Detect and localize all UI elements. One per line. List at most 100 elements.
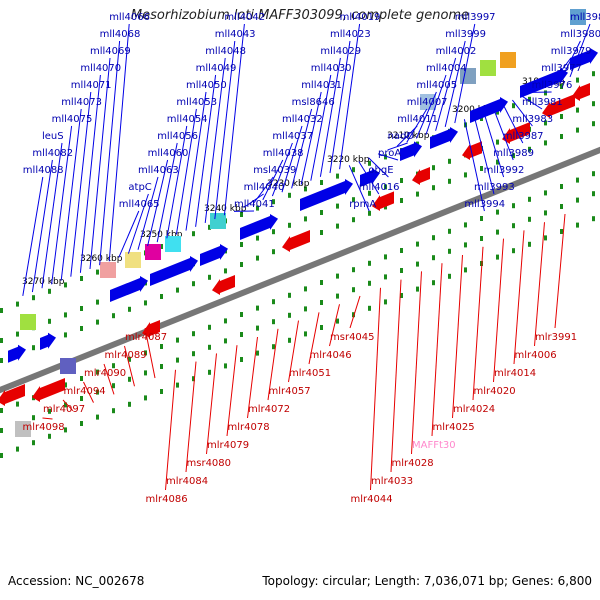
- gene-label[interactable]: mlr4078: [228, 422, 270, 433]
- forward-gene[interactable]: [360, 170, 372, 187]
- gene-label[interactable]: mll4041: [234, 199, 275, 210]
- gene-label[interactable]: mlr4094: [64, 386, 106, 397]
- feature-box[interactable]: [20, 314, 36, 330]
- gene-label[interactable]: mll4032: [282, 114, 323, 125]
- forward-gene[interactable]: [520, 70, 560, 98]
- gene-label[interactable]: mll4049: [196, 63, 237, 74]
- gene-label[interactable]: mlr4051: [289, 368, 331, 379]
- gene-label[interactable]: mll3983: [512, 114, 553, 125]
- reverse-gene[interactable]: [220, 275, 235, 293]
- gene-label[interactable]: mlr4006: [515, 350, 557, 361]
- gene-label[interactable]: mll4082: [32, 148, 73, 159]
- gene-label[interactable]: msr4080: [187, 458, 232, 469]
- gene-label[interactable]: mll4007: [407, 97, 448, 108]
- gene-label[interactable]: mll4065: [119, 199, 160, 210]
- reverse-gene[interactable]: [290, 230, 310, 250]
- gene-label[interactable]: mll4063: [138, 165, 179, 176]
- reverse-gene[interactable]: [580, 83, 590, 99]
- gene-label[interactable]: mll3999: [445, 29, 486, 40]
- gene-label[interactable]: mll4043: [215, 29, 256, 40]
- gene-label[interactable]: mll4050: [186, 80, 227, 91]
- reverse-gene[interactable]: [380, 191, 394, 209]
- gene-label[interactable]: mll4004: [426, 63, 467, 74]
- forward-gene[interactable]: [400, 143, 414, 161]
- gene-label[interactable]: mll4060: [148, 148, 189, 159]
- gene-label[interactable]: mll3987: [503, 131, 544, 142]
- feature-box[interactable]: [500, 52, 516, 68]
- gene-label[interactable]: mll3989: [493, 148, 534, 159]
- forward-gene[interactable]: [150, 258, 190, 286]
- gene-label[interactable]: mll3981: [522, 97, 563, 108]
- feature-box[interactable]: [420, 94, 436, 110]
- forward-gene[interactable]: [240, 216, 270, 240]
- gene-label[interactable]: mlr4025: [433, 422, 475, 433]
- gene-label[interactable]: mll4071: [71, 80, 112, 91]
- reverse-gene[interactable]: [550, 94, 575, 116]
- forward-gene[interactable]: [40, 334, 48, 350]
- gene-label[interactable]: mlr3991: [535, 332, 577, 343]
- gene-label[interactable]: msl8646: [292, 97, 335, 108]
- gene-label[interactable]: MAFFt30: [412, 440, 456, 451]
- gene-label[interactable]: mll3980: [560, 29, 600, 40]
- gene-label[interactable]: mll4042: [224, 12, 265, 23]
- feature-box[interactable]: [100, 262, 116, 278]
- gene-label[interactable]: mll4070: [80, 63, 121, 74]
- gene-label[interactable]: mlr4044: [351, 494, 393, 505]
- gene-label[interactable]: atpC: [128, 182, 151, 193]
- forward-gene[interactable]: [8, 346, 18, 363]
- gene-label[interactable]: mlr4090: [84, 368, 126, 379]
- feature-box[interactable]: [15, 421, 31, 437]
- feature-box[interactable]: [145, 244, 161, 260]
- gene-label[interactable]: mll3992: [484, 165, 525, 176]
- gene-label[interactable]: mlr4024: [453, 404, 495, 415]
- feature-box[interactable]: [60, 358, 76, 374]
- gene-label[interactable]: mll4029: [320, 46, 361, 57]
- gene-label[interactable]: msl4039: [253, 165, 296, 176]
- feature-box[interactable]: [125, 252, 141, 268]
- reverse-gene[interactable]: [510, 122, 530, 142]
- gene-label[interactable]: mll3976: [532, 80, 573, 91]
- gene-label[interactable]: mll4068: [100, 29, 141, 40]
- gene-label[interactable]: mlr4097: [43, 404, 85, 415]
- gene-label[interactable]: nadD: [388, 131, 415, 142]
- gene-label[interactable]: mll4075: [52, 114, 93, 125]
- gene-label[interactable]: mlr4086: [146, 494, 188, 505]
- gene-label[interactable]: mlr4072: [248, 404, 290, 415]
- gene-label[interactable]: mll4023: [330, 29, 371, 40]
- forward-gene[interactable]: [300, 181, 345, 211]
- forward-gene[interactable]: [110, 278, 140, 302]
- gene-label[interactable]: mll4016: [359, 182, 400, 193]
- reverse-gene[interactable]: [470, 141, 482, 158]
- gene-label[interactable]: mlr4098: [23, 422, 65, 433]
- gene-label[interactable]: mlr4084: [166, 476, 208, 487]
- feature-box[interactable]: [165, 236, 181, 252]
- gene-label[interactable]: mll3985: [570, 12, 600, 23]
- feature-box[interactable]: [480, 60, 496, 76]
- forward-gene[interactable]: [470, 99, 500, 123]
- gene-label[interactable]: mll4056: [157, 131, 198, 142]
- gene-label[interactable]: mll4005: [416, 80, 457, 91]
- gene-label[interactable]: mll4040: [244, 182, 285, 193]
- forward-gene[interactable]: [430, 129, 450, 149]
- forward-gene[interactable]: [200, 246, 220, 266]
- gene-label[interactable]: mlr4014: [494, 368, 536, 379]
- gene-label[interactable]: mll4048: [205, 46, 246, 57]
- gene-label[interactable]: mlr4028: [392, 458, 434, 469]
- gene-label[interactable]: mlr4046: [310, 350, 352, 361]
- reverse-gene[interactable]: [40, 378, 65, 400]
- gene-label[interactable]: mll4069: [90, 46, 131, 57]
- gene-label[interactable]: mll4037: [272, 131, 313, 142]
- gene-label[interactable]: rpmA: [349, 199, 376, 210]
- gene-label[interactable]: mlr4089: [105, 350, 147, 361]
- gene-label[interactable]: mll4030: [311, 63, 352, 74]
- gene-label[interactable]: mlr4033: [371, 476, 413, 487]
- gene-label[interactable]: mll4038: [263, 148, 304, 159]
- reverse-gene[interactable]: [150, 320, 160, 336]
- gene-label[interactable]: mll4011: [397, 114, 438, 125]
- gene-label[interactable]: mll3994: [464, 199, 505, 210]
- feature-box[interactable]: [570, 9, 586, 25]
- gene-label[interactable]: proA: [378, 148, 401, 159]
- reverse-gene[interactable]: [420, 167, 430, 183]
- gene-label[interactable]: mll4073: [61, 97, 102, 108]
- gene-label[interactable]: mll4088: [23, 165, 64, 176]
